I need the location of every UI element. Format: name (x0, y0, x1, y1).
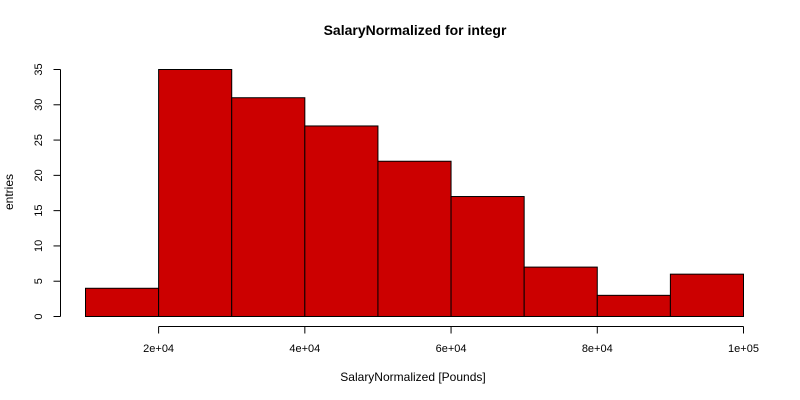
y-tick-label: 15 (33, 205, 45, 217)
histogram-bar-8 (596, 294, 671, 318)
histogram-bar-5 (377, 160, 452, 317)
histogram-bar-4 (304, 125, 379, 318)
y-axis: 0 5 10 15 20 25 30 35 (33, 63, 61, 320)
y-tick-label: 20 (33, 169, 45, 181)
histogram-bars (85, 69, 745, 318)
y-axis-label: entries (2, 174, 16, 210)
x-tick-label: 4e+04 (289, 343, 320, 355)
histogram-bar-6 (450, 196, 525, 317)
y-tick-label: 30 (33, 99, 45, 111)
y-tick-label: 5 (33, 278, 45, 284)
y-tick-label: 35 (33, 63, 45, 75)
histogram-bar-7 (523, 266, 598, 318)
x-axis: 2e+04 4e+04 6e+04 8e+04 1e+05 (143, 326, 759, 355)
x-tick-label: 2e+04 (143, 343, 174, 355)
x-tick-label: 1e+05 (728, 343, 759, 355)
histogram-bar-1 (85, 287, 160, 317)
x-tick-label: 6e+04 (436, 343, 467, 355)
x-axis-label: SalaryNormalized [Pounds] (340, 370, 485, 384)
y-tick-label: 10 (33, 240, 45, 252)
chart-title: SalaryNormalized for integr (324, 22, 507, 38)
histogram-bar-2 (158, 69, 233, 317)
y-tick-label: 25 (33, 134, 45, 146)
histogram-bar-3 (231, 97, 306, 317)
y-tick-label: 0 (33, 313, 45, 319)
histogram-bar-9 (669, 273, 745, 317)
x-tick-label: 8e+04 (582, 343, 613, 355)
